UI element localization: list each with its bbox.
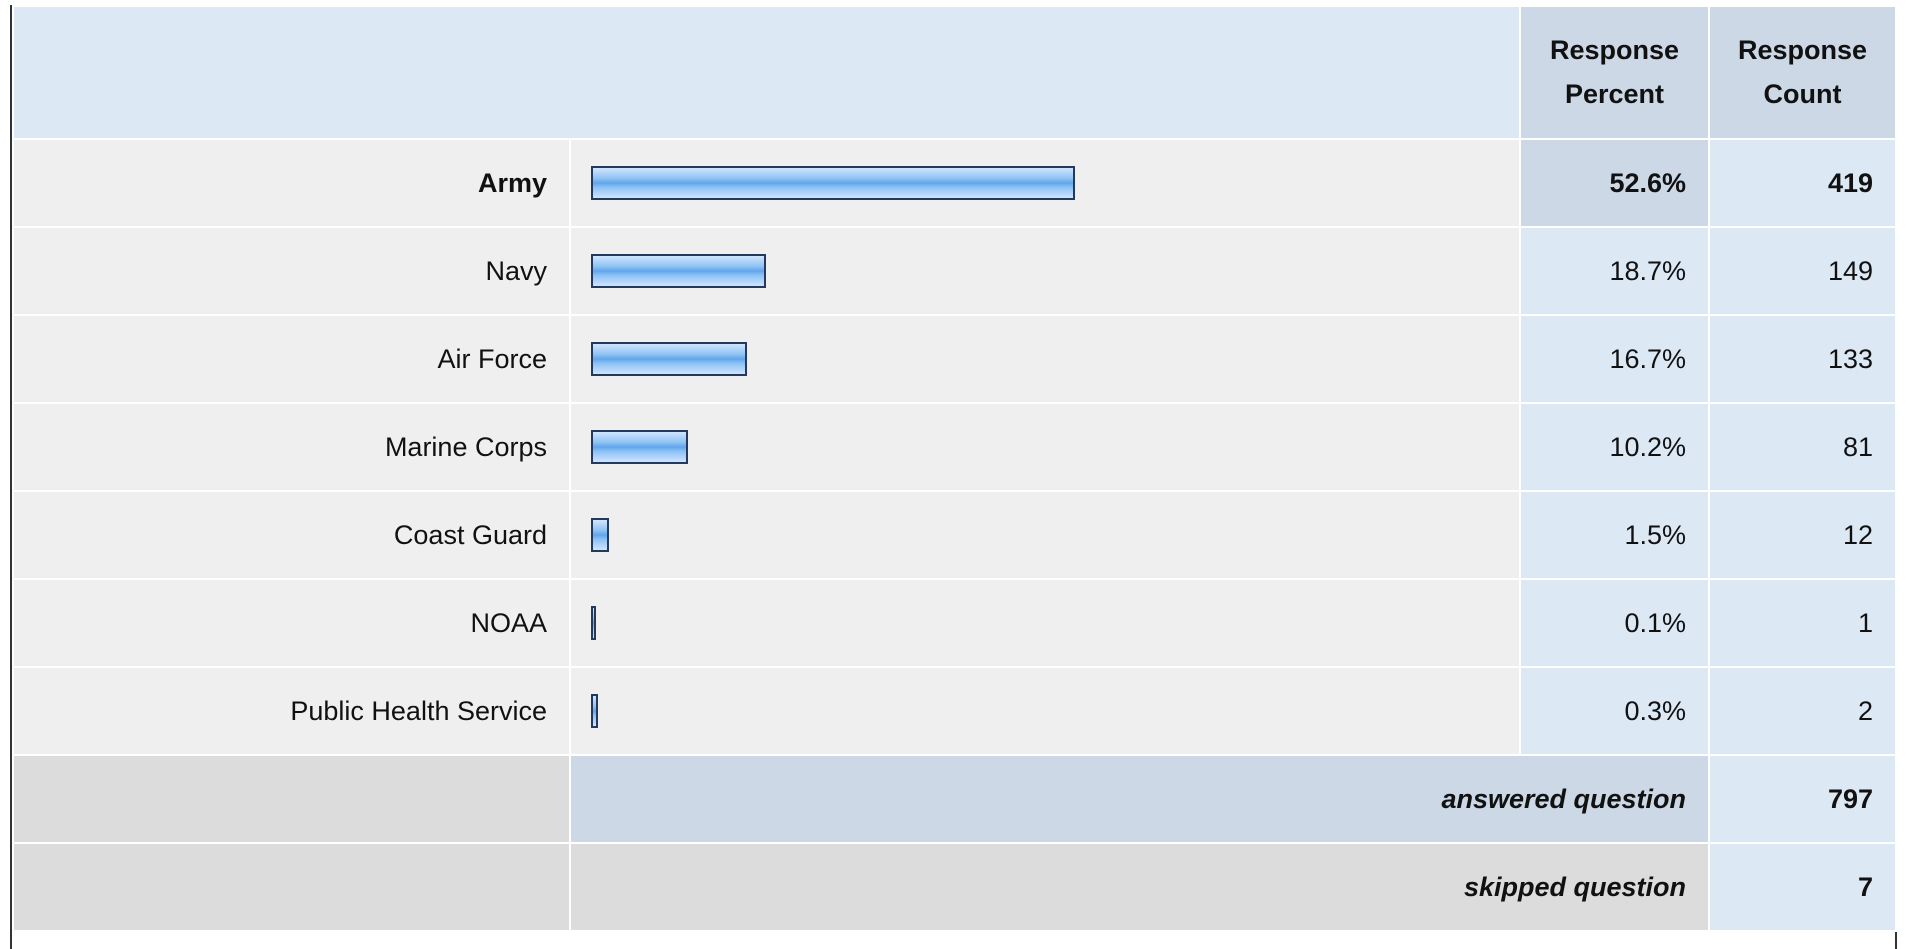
answer-row: Marine Corps 10.2% 81 [12,402,1897,492]
bar-cell [569,666,1521,756]
summary-row: skipped question 7 [12,842,1897,932]
header-percent: Response Percent [1519,5,1710,140]
response-percent: 10.2% [1519,402,1710,492]
summary-blank [12,754,571,844]
response-percent: 16.7% [1519,314,1710,404]
summary-row: answered question 797 [12,754,1897,844]
answer-row: NOAA 0.1% 1 [12,578,1897,668]
bar-cell [569,402,1521,492]
response-count: 133 [1708,314,1897,404]
bar-cell [569,226,1521,316]
header-row: Response Percent Response Count [12,5,1897,140]
summary-count: 7 [1708,842,1897,932]
response-percent: 18.7% [1519,226,1710,316]
response-percent: 52.6% [1519,138,1710,228]
answer-label: Navy [12,226,571,316]
response-count: 419 [1708,138,1897,228]
answer-label: Marine Corps [12,402,571,492]
response-percent: 1.5% [1519,490,1710,580]
bar [591,342,748,376]
answer-row: Navy 18.7% 149 [12,226,1897,316]
response-count: 1 [1708,578,1897,668]
header-blank [12,5,1521,140]
summary-label: answered question [569,754,1710,844]
answer-label: Coast Guard [12,490,571,580]
bar [591,166,1075,200]
summary-blank [12,842,571,932]
response-count: 81 [1708,402,1897,492]
answer-row: Coast Guard 1.5% 12 [12,490,1897,580]
response-count: 149 [1708,226,1897,316]
results-table: Response Percent Response Count Army 52.6… [12,5,1897,932]
summary-label: skipped question [569,842,1710,932]
table-body: Response Percent Response Count Army 52.6… [12,5,1897,932]
answer-label: Air Force [12,314,571,404]
response-percent: 0.3% [1519,666,1710,756]
answer-row: Army 52.6% 419 [12,138,1897,228]
bar [591,518,609,552]
answer-label: Army [12,138,571,228]
results-panel: Response Percent Response Count Army 52.6… [10,5,1897,949]
bar [591,694,598,728]
bar-cell [569,490,1521,580]
response-count: 12 [1708,490,1897,580]
bar-cell [569,138,1521,228]
header-count: Response Count [1708,5,1897,140]
bar-cell [569,578,1521,668]
bar [591,606,596,640]
bar [591,430,689,464]
response-percent: 0.1% [1519,578,1710,668]
answer-label: Public Health Service [12,666,571,756]
response-count: 2 [1708,666,1897,756]
answer-row: Air Force 16.7% 133 [12,314,1897,404]
answer-row: Public Health Service 0.3% 2 [12,666,1897,756]
bar [591,254,766,288]
answer-label: NOAA [12,578,571,668]
summary-count: 797 [1708,754,1897,844]
bar-cell [569,314,1521,404]
